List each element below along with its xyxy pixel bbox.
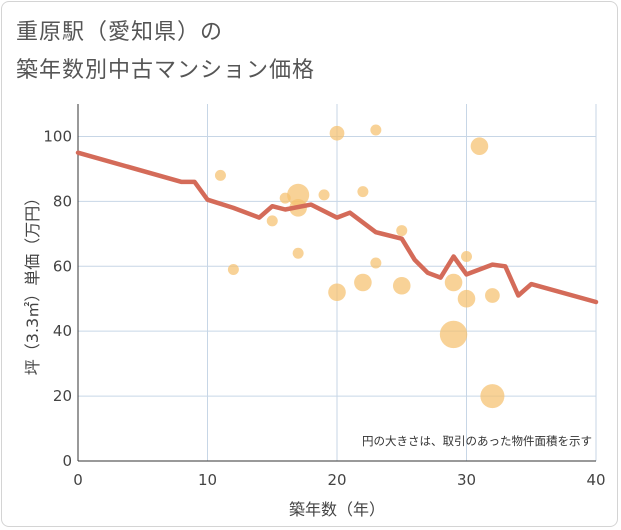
bubble-point: [457, 289, 476, 308]
y-tick-label: 40: [53, 322, 72, 340]
bubble-point: [444, 273, 463, 292]
bubble-point: [485, 288, 500, 303]
bubble-point: [227, 264, 239, 276]
bubble-point: [354, 273, 372, 292]
bubble-point: [439, 320, 468, 349]
x-tick-label: 10: [198, 471, 217, 489]
chart-title-line-1: 重原駅（愛知県）の: [16, 20, 224, 45]
bubble-point: [329, 125, 345, 141]
x-axis-label: 築年数（年）: [289, 500, 385, 519]
y-tick-label: 100: [43, 127, 72, 145]
average-price-line: [75, 150, 599, 305]
bubble-point: [266, 215, 278, 227]
bubble-point: [328, 283, 346, 302]
bubble-point: [392, 276, 411, 295]
bubble-point: [214, 169, 226, 181]
y-tick-label: 20: [53, 387, 72, 405]
y-axis-label: 坪（3.3㎡）単価（万円）: [23, 190, 42, 375]
bubble-point: [370, 124, 382, 136]
y-tick-label: 0: [62, 452, 72, 470]
y-tick-label: 80: [53, 192, 72, 210]
bubble-size-note: 円の大きさは、取引のあった物件面積を示す: [362, 434, 592, 448]
x-tick-label: 30: [457, 471, 476, 489]
bubble-point: [318, 189, 330, 201]
x-tick-label: 20: [327, 471, 346, 489]
bubble-point: [470, 137, 489, 155]
y-tick-label: 60: [53, 257, 72, 275]
bubble-point: [370, 257, 382, 269]
bubble-point: [287, 183, 310, 206]
bubble-point: [461, 251, 472, 263]
bubble-point: [292, 247, 304, 259]
bubble-point: [357, 186, 369, 198]
bubble-point: [480, 384, 505, 409]
bubble-point: [396, 225, 408, 237]
x-tick-label: 40: [586, 471, 605, 489]
chart-title-line-2: 築年数別中古マンション価格: [16, 58, 316, 83]
x-tick-label: 0: [73, 471, 83, 489]
